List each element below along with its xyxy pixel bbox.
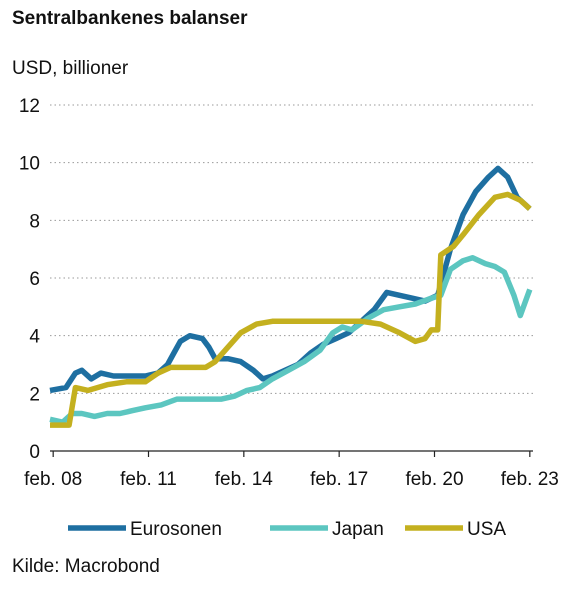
chart-title: Sentralbankenes balanser [12, 8, 248, 29]
x-tick-label: feb. 23 [501, 469, 559, 490]
x-tick-label: feb. 14 [215, 469, 274, 490]
legend-label-usa: USA [467, 519, 506, 540]
source-note: Kilde: Macrobond [12, 556, 160, 577]
legend-label-japan: Japan [332, 519, 384, 540]
y-tick-label: 8 [29, 211, 40, 232]
y-tick-label: 2 [29, 384, 40, 405]
y-tick-label: 12 [19, 96, 40, 117]
legend: Eurosonen Japan USA [68, 519, 506, 540]
y-tick-label: 4 [29, 327, 40, 348]
x-tick-label: feb. 17 [310, 469, 368, 490]
y-axis-ticks: 0 2 4 6 8 10 12 [19, 96, 41, 463]
y-tick-label: 10 [19, 154, 40, 175]
y-tick-label: 0 [29, 442, 40, 463]
y-tick-label: 6 [29, 269, 40, 290]
series-line-eurosonen [49, 165, 532, 394]
series-lines [49, 165, 533, 428]
grid-lines [50, 104, 533, 452]
x-tick-label: feb. 08 [24, 469, 82, 490]
x-tick-label: feb. 20 [405, 469, 463, 490]
y-axis-unit-label: USD, billioner [12, 58, 129, 79]
legend-label-eurosonen: Eurosonen [130, 519, 222, 540]
x-tick-label: feb. 11 [120, 469, 177, 490]
series-line-usa [50, 191, 532, 428]
x-axis-ticks: feb. 08 feb. 11 feb. 14 feb. 17 feb. 20 feb. … [24, 451, 559, 490]
series-line-japan [49, 255, 533, 425]
